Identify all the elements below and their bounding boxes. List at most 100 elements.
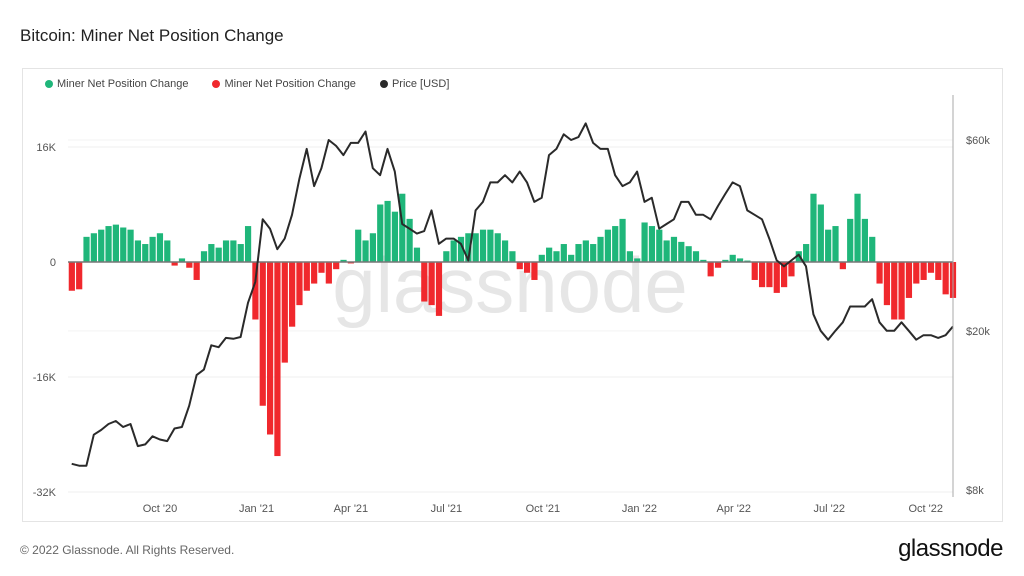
bar-negative	[876, 262, 883, 284]
x-tick-label: Jul '21	[431, 503, 462, 515]
bar-positive	[340, 259, 347, 262]
bar-negative	[531, 262, 538, 280]
legend: Miner Net Position Change Miner Net Posi…	[45, 78, 449, 90]
bar-negative	[781, 262, 788, 288]
bar-positive	[604, 229, 611, 262]
x-tick-label: Apr '21	[334, 503, 369, 515]
legend-label: Miner Net Position Change	[224, 78, 356, 90]
bar-positive	[406, 218, 413, 262]
bar-negative	[171, 262, 178, 266]
bar-positive	[369, 233, 376, 262]
bar-positive	[208, 244, 215, 262]
bar-negative	[773, 262, 780, 293]
bar-positive	[832, 226, 839, 262]
x-tick-label: Apr '22	[717, 503, 752, 515]
bar-negative	[311, 262, 318, 284]
bar-positive	[736, 258, 744, 262]
bar-positive	[685, 246, 692, 262]
bar-positive	[230, 240, 237, 262]
bar-positive	[854, 193, 861, 262]
legend-item-negative[interactable]: Miner Net Position Change	[212, 78, 356, 90]
bar-positive	[355, 229, 362, 262]
bar-positive	[134, 240, 142, 262]
bar-positive	[634, 258, 641, 262]
bar-positive	[487, 229, 494, 262]
bar-positive	[450, 240, 457, 262]
bar-negative	[920, 262, 927, 280]
x-tick-label: Jul '22	[814, 503, 845, 515]
bar-negative	[289, 262, 296, 327]
bar-positive	[149, 236, 156, 262]
bar-negative	[296, 262, 303, 306]
bar-positive	[112, 224, 119, 262]
bar-negative	[905, 262, 913, 298]
chart-title: Bitcoin: Miner Net Position Change	[20, 26, 284, 45]
bar-negative	[76, 262, 83, 290]
bar-positive	[692, 251, 700, 262]
bar-negative	[751, 262, 758, 280]
bar-negative	[281, 262, 288, 363]
bar-negative	[333, 262, 340, 270]
bar-positive	[413, 247, 421, 262]
legend-item-price[interactable]: Price [USD]	[379, 78, 450, 90]
bar-positive	[590, 244, 597, 262]
bar-positive	[612, 226, 619, 262]
bar-positive	[553, 251, 560, 262]
x-tick-label: Jan '21	[239, 503, 274, 515]
bar-negative	[325, 262, 332, 284]
bar-negative	[421, 262, 428, 302]
bar-positive	[663, 240, 670, 262]
bar-negative	[259, 262, 266, 406]
bar-positive	[443, 251, 450, 262]
bar-positive	[362, 240, 369, 262]
chart-panel	[22, 68, 1003, 522]
bar-positive	[399, 193, 406, 262]
x-tick-label: Jan '22	[622, 503, 657, 515]
bar-negative	[714, 262, 722, 268]
bar-positive	[817, 204, 824, 262]
bar-negative	[68, 262, 75, 291]
bar-negative	[942, 262, 949, 295]
bar-negative	[788, 262, 795, 277]
bar-positive	[648, 226, 656, 262]
bar-positive	[244, 226, 252, 262]
bar-negative	[516, 262, 523, 270]
green-dot-icon	[45, 80, 53, 88]
black-dot-icon	[379, 80, 388, 88]
y-right-tick-label: $60k	[966, 135, 990, 147]
bar-negative	[891, 262, 898, 320]
y-left-tick-label: -32K	[33, 487, 57, 499]
red-dot-icon	[212, 80, 221, 88]
bar-positive	[641, 222, 648, 262]
price-line	[71, 122, 954, 467]
bar-positive	[619, 218, 626, 262]
y-left-tick-label: 0	[50, 257, 56, 269]
bar-negative	[898, 262, 905, 320]
bar-negative	[318, 262, 325, 273]
bar-negative	[252, 262, 259, 320]
legend-label: Price [USD]	[391, 78, 450, 90]
bar-positive	[90, 233, 97, 262]
bar-positive	[494, 233, 501, 262]
bar-positive	[509, 251, 516, 262]
legend-item-positive[interactable]: Miner Net Position Change	[45, 78, 188, 90]
bar-positive	[472, 233, 479, 262]
x-tick-label: Oct '22	[909, 503, 944, 515]
bar-positive	[810, 193, 817, 262]
bar-positive	[568, 254, 575, 262]
bar-positive	[127, 229, 134, 262]
bar-negative	[913, 262, 920, 284]
bar-negative	[766, 262, 773, 288]
bar-positive	[391, 211, 399, 262]
glassnode-logo[interactable]: glassnode	[898, 535, 1003, 562]
y-left-tick-label: -16K	[33, 372, 57, 384]
bar-positive	[656, 229, 663, 262]
legend-label: Miner Net Position Change	[57, 78, 189, 90]
bar-positive	[869, 236, 876, 262]
bar-negative	[839, 262, 846, 270]
bar-positive	[670, 236, 678, 262]
bar-negative	[524, 262, 531, 273]
bar-positive	[105, 226, 112, 262]
bar-positive	[538, 254, 545, 262]
